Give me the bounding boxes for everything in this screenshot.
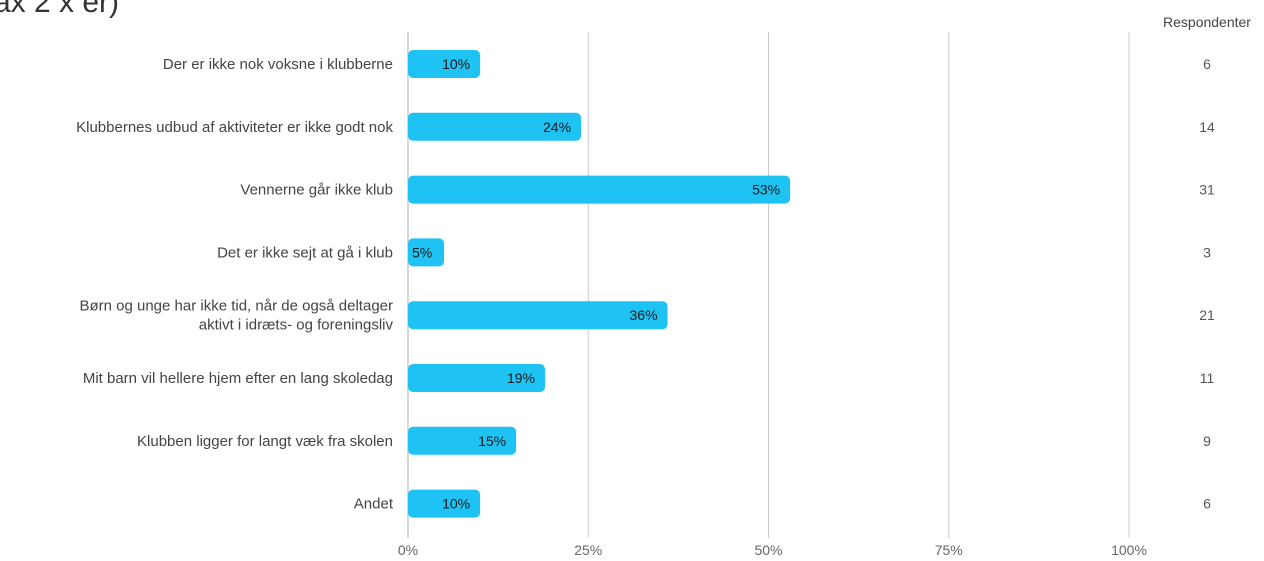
respondents-count: 21 bbox=[1199, 307, 1215, 323]
category-label: Andet bbox=[354, 496, 394, 513]
bar-value-label: 24% bbox=[543, 119, 571, 135]
category-label: Børn og unge har ikke tid, når de også d… bbox=[79, 298, 393, 315]
bar bbox=[408, 489, 481, 518]
respondents-header: Respondenter bbox=[1163, 14, 1251, 30]
bar-value-label: 15% bbox=[478, 433, 506, 449]
chart-title-partial: ax 2 x er) bbox=[0, 0, 120, 19]
bar-value-label: 19% bbox=[507, 370, 535, 386]
bar-value-label: 10% bbox=[442, 496, 470, 512]
x-tick-label: 50% bbox=[754, 542, 782, 558]
x-tick-label: 25% bbox=[574, 542, 602, 558]
x-tick-label: 100% bbox=[1111, 542, 1147, 558]
bar bbox=[408, 301, 668, 330]
respondents-count: 3 bbox=[1203, 244, 1211, 260]
respondents-count: 11 bbox=[1200, 370, 1215, 386]
respondents-count: 14 bbox=[1199, 119, 1215, 135]
respondents-count: 6 bbox=[1203, 496, 1211, 512]
category-label: Klubben ligger for langt væk fra skolen bbox=[137, 433, 393, 450]
x-tick-label: 0% bbox=[398, 542, 418, 558]
category-label: aktivt i idræts- og foreningsliv bbox=[199, 317, 394, 334]
category-label: Mit barn vil hellere hjem efter en lang … bbox=[83, 370, 393, 387]
respondents-count: 31 bbox=[1199, 182, 1215, 198]
category-label: Der er ikke nok voksne i klubberne bbox=[163, 56, 393, 73]
respondents-count: 6 bbox=[1203, 56, 1211, 72]
bar-value-label: 5% bbox=[412, 244, 432, 260]
bar bbox=[408, 364, 545, 392]
bar bbox=[408, 175, 791, 204]
x-tick-label: 75% bbox=[935, 542, 963, 558]
category-label: Vennerne går ikke klub bbox=[240, 182, 393, 199]
bar-value-label: 36% bbox=[630, 307, 658, 323]
bar-value-label: 53% bbox=[752, 182, 780, 198]
bar bbox=[408, 426, 517, 455]
bar bbox=[408, 112, 582, 141]
bar bbox=[408, 50, 481, 78]
bar-value-label: 10% bbox=[442, 56, 470, 72]
respondents-count: 9 bbox=[1203, 433, 1211, 449]
category-label: Klubbernes udbud af aktiviteter er ikke … bbox=[76, 119, 393, 136]
category-label: Det er ikke sejt at gå i klub bbox=[217, 244, 393, 261]
bar bbox=[408, 238, 445, 267]
